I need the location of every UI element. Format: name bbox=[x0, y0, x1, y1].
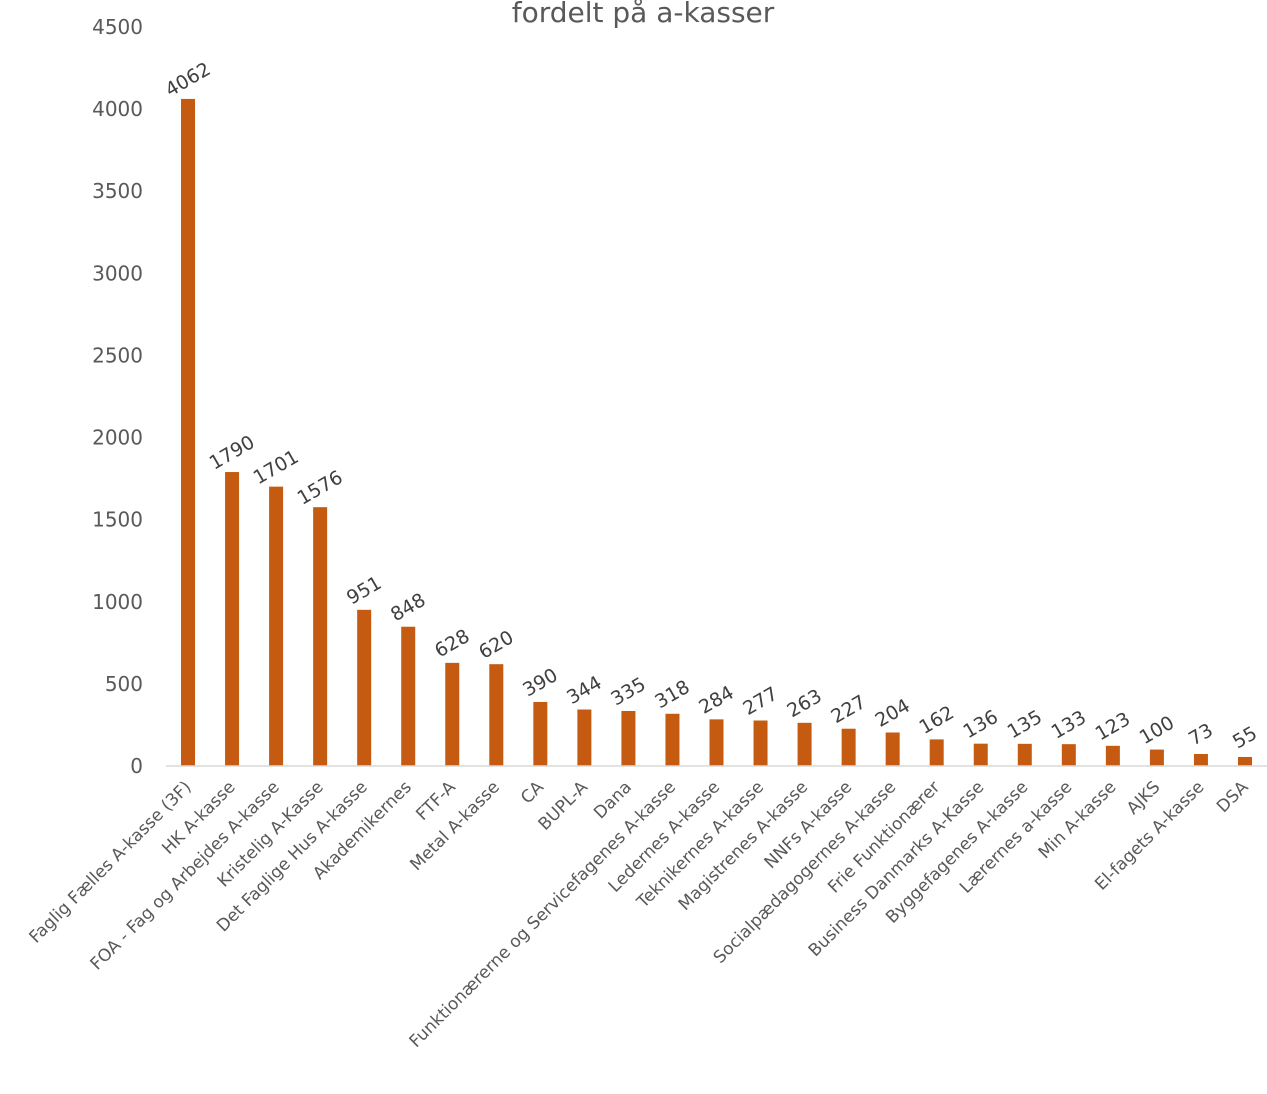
data-label: 4062 bbox=[162, 58, 215, 101]
data-label: 263 bbox=[783, 685, 825, 722]
y-tick-label: 4000 bbox=[92, 97, 143, 121]
x-tick-label: CA bbox=[517, 777, 548, 808]
bar bbox=[973, 743, 988, 766]
data-label: 848 bbox=[387, 589, 429, 626]
bar bbox=[401, 626, 416, 766]
bar bbox=[1149, 749, 1164, 766]
x-tick-label: BUPL-A bbox=[535, 777, 592, 834]
x-axis: Faglig Fælles A-kasse (3F)HK A-kasseFOA … bbox=[25, 765, 1267, 1052]
bar bbox=[841, 728, 856, 766]
bar bbox=[313, 507, 328, 766]
data-label: 318 bbox=[651, 676, 693, 713]
bar bbox=[225, 472, 240, 766]
bar bbox=[621, 710, 636, 766]
bar bbox=[357, 609, 372, 766]
data-label: 390 bbox=[519, 664, 561, 701]
bar bbox=[577, 709, 592, 766]
data-label: 162 bbox=[915, 702, 957, 739]
bar bbox=[709, 719, 724, 766]
bar bbox=[1193, 754, 1208, 766]
y-tick-label: 3500 bbox=[92, 179, 143, 203]
data-label: 135 bbox=[1004, 706, 1046, 743]
data-label: 227 bbox=[827, 691, 869, 728]
data-label: 1790 bbox=[206, 431, 259, 474]
data-label: 344 bbox=[563, 672, 605, 709]
y-axis: 0 500 1000 1500 2000 2500 3000 3500 4000 4500 bbox=[92, 15, 143, 778]
bar bbox=[1105, 745, 1120, 766]
data-label: 204 bbox=[871, 695, 913, 732]
data-label: 628 bbox=[431, 625, 473, 662]
x-tick-label: Faglig Fælles A-kasse (3F) bbox=[25, 777, 195, 947]
x-tick-label: FOA - Fag og Arbejdes A-kasse bbox=[87, 777, 284, 974]
bar bbox=[489, 664, 504, 766]
bar bbox=[1017, 743, 1032, 766]
data-label: 133 bbox=[1048, 706, 1090, 743]
bar bbox=[1237, 756, 1252, 766]
bar bbox=[753, 720, 768, 766]
y-tick-label: 3000 bbox=[92, 261, 143, 285]
bar bbox=[181, 98, 196, 767]
data-label: 620 bbox=[475, 626, 517, 663]
bar bbox=[445, 662, 460, 766]
data-label: 1701 bbox=[250, 446, 303, 489]
y-tick-label: 4500 bbox=[92, 15, 143, 39]
data-label: 136 bbox=[960, 706, 1002, 743]
bar bbox=[533, 701, 548, 766]
bar bbox=[797, 722, 812, 766]
data-label: 335 bbox=[607, 673, 649, 710]
y-tick-label: 1500 bbox=[92, 508, 143, 532]
data-label: 123 bbox=[1092, 708, 1134, 745]
bar bbox=[269, 486, 284, 766]
x-tick-label: DSA bbox=[1213, 777, 1253, 817]
bar bbox=[1061, 744, 1076, 766]
data-label: 55 bbox=[1229, 722, 1261, 753]
data-label: 277 bbox=[739, 683, 781, 720]
data-label: 1576 bbox=[294, 466, 347, 509]
y-tick-label: 2500 bbox=[92, 343, 143, 367]
y-tick-label: 2000 bbox=[92, 426, 143, 450]
data-label: 100 bbox=[1136, 712, 1178, 749]
data-label: 951 bbox=[343, 572, 385, 609]
data-label: 73 bbox=[1185, 719, 1217, 750]
chart-title: fordelt på a-kasser bbox=[512, 0, 775, 29]
bar bbox=[885, 732, 900, 766]
y-tick-label: 1000 bbox=[92, 590, 143, 614]
bars-group bbox=[181, 98, 1252, 767]
y-tick-label: 500 bbox=[105, 672, 143, 696]
y-tick-label: 0 bbox=[130, 754, 143, 778]
bar bbox=[665, 713, 680, 766]
data-label: 284 bbox=[695, 682, 737, 719]
bar bbox=[929, 739, 944, 766]
